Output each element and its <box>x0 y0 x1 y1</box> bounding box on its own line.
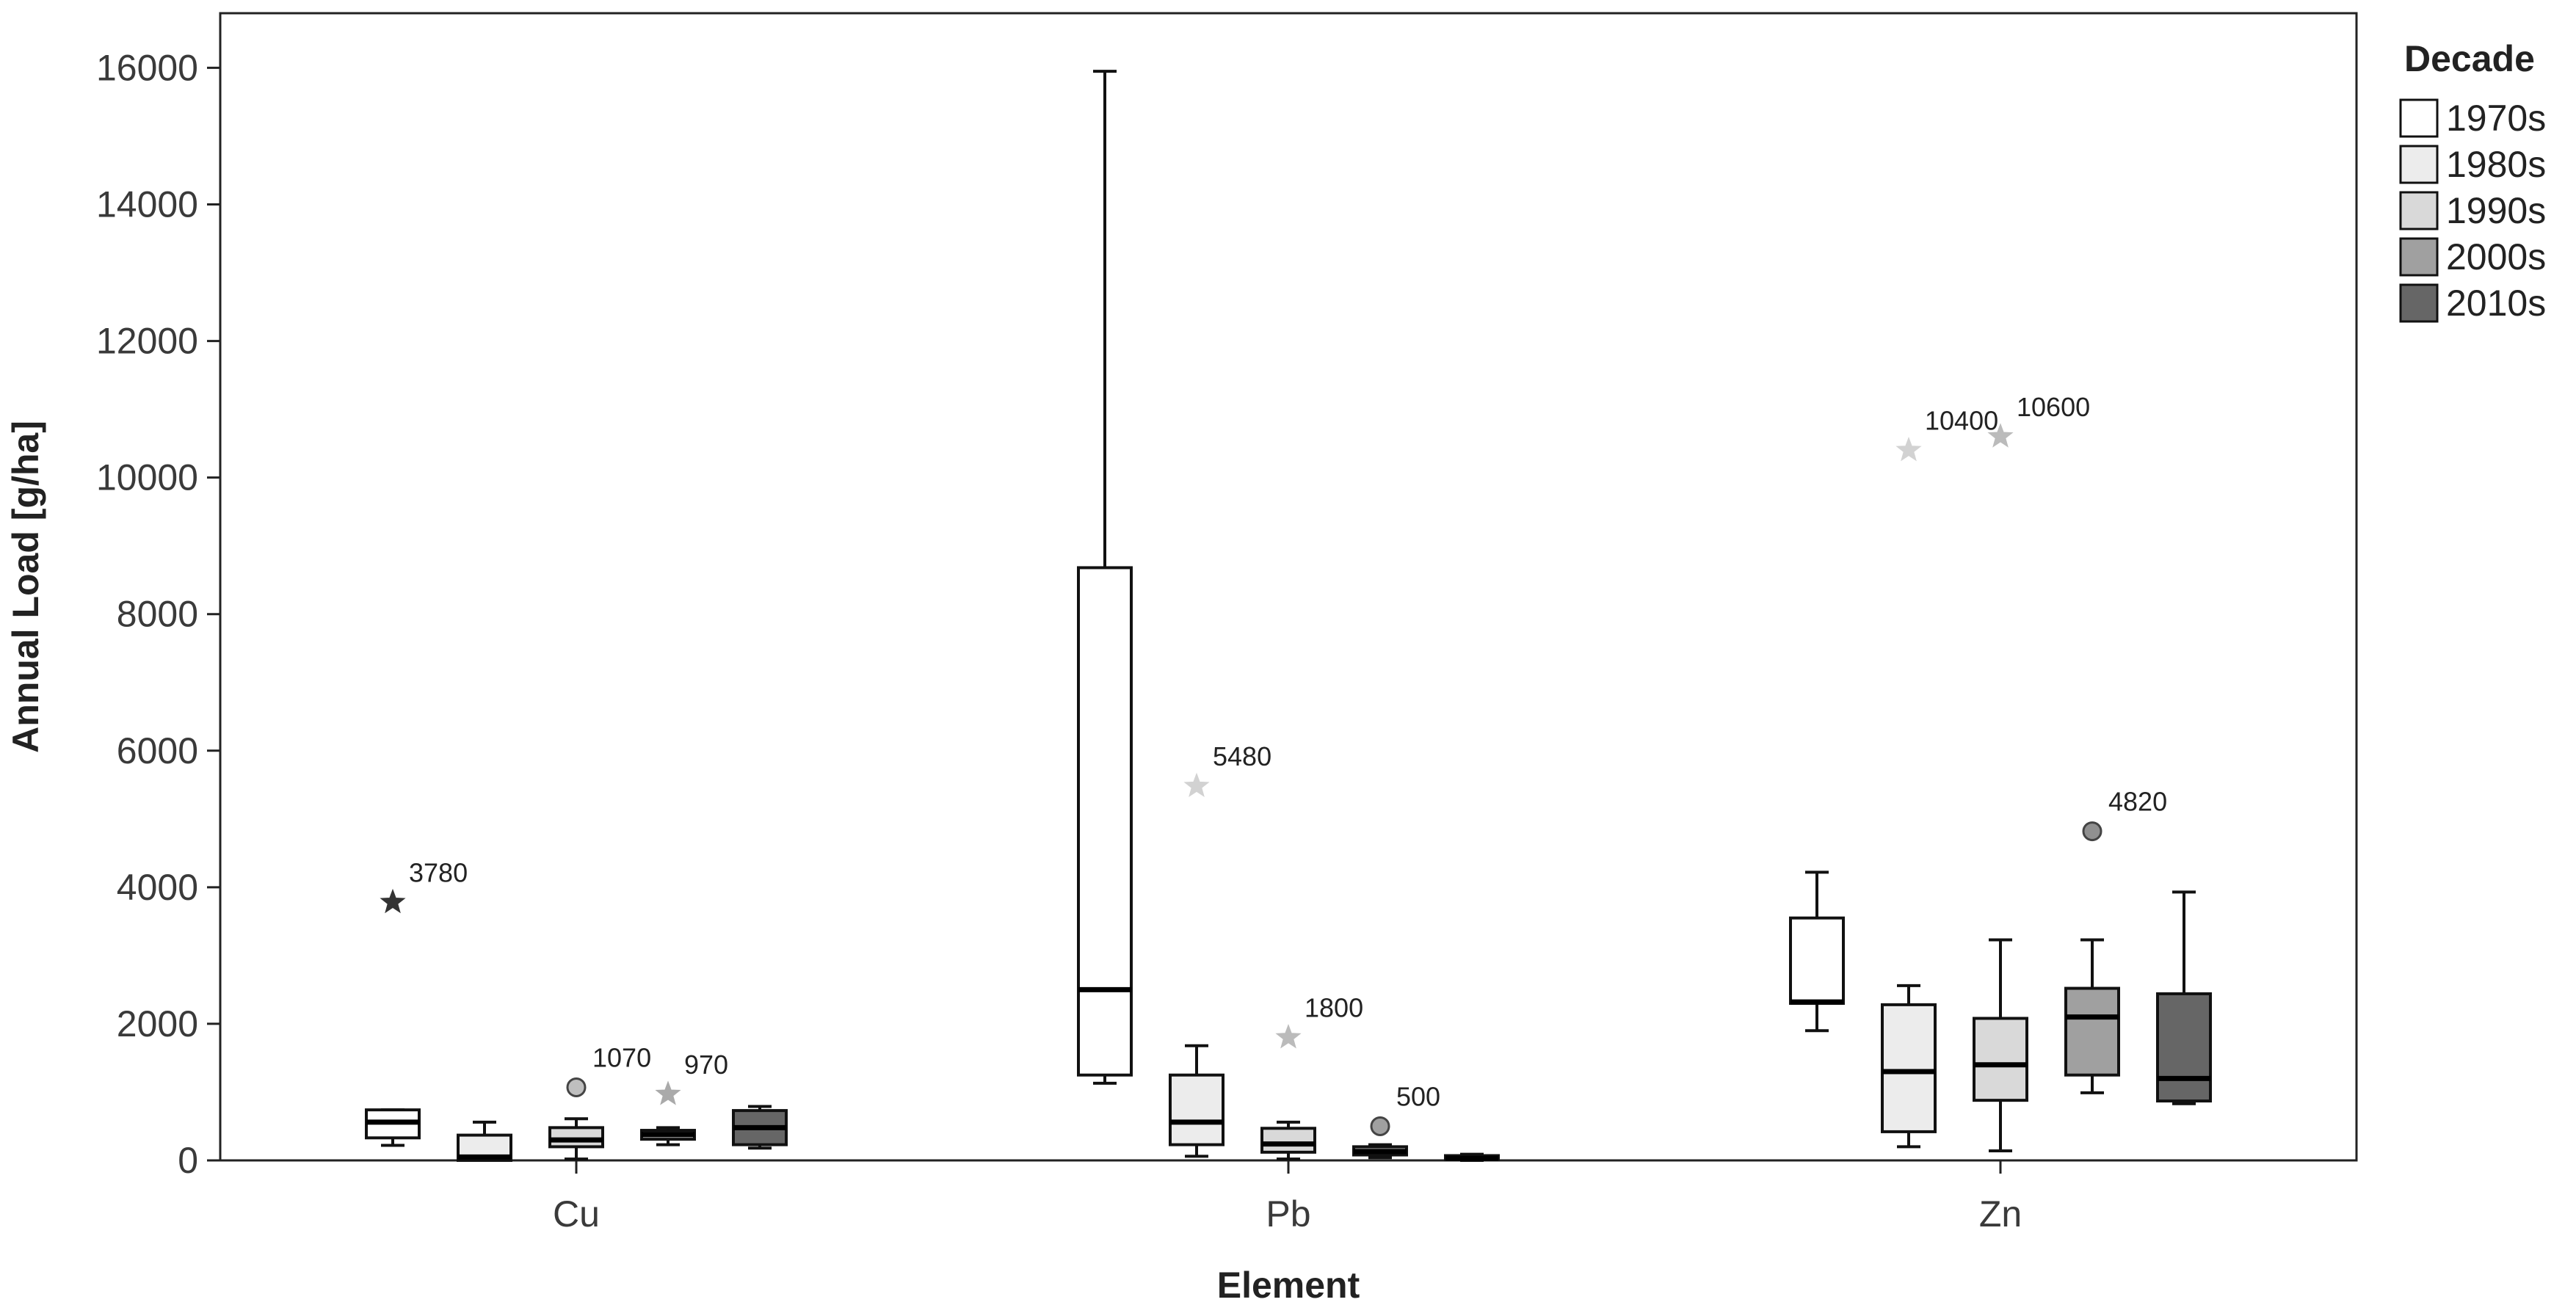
outlier-star <box>1275 1024 1302 1049</box>
x-tick-label: Cu <box>553 1193 600 1235</box>
legend-label: 2000s <box>2446 236 2546 277</box>
legend-swatch <box>2399 283 2439 323</box>
outlier-circle <box>2082 821 2102 842</box>
outlier-label: 10600 <box>2017 392 2090 422</box>
box-1980s-Zn <box>1881 1003 1937 1133</box>
y-axis-title: Annual Load [g/ha] <box>5 421 46 753</box>
outlier-star <box>1987 423 2014 448</box>
box-1970s-Zn <box>1789 916 1845 1006</box>
outlier-label: 4820 <box>2108 787 2167 817</box>
plot-frame <box>219 12 2358 1162</box>
x-tick-label: Zn <box>1979 1193 2022 1235</box>
outlier-circle <box>566 1077 587 1097</box>
legend-label: 2010s <box>2446 283 2546 324</box>
box-2010s-Zn <box>2156 992 2212 1103</box>
outlier-circle <box>1370 1116 1390 1136</box>
box-1990s-Cu <box>548 1126 604 1149</box>
y-tick-label: 6000 <box>117 730 198 771</box>
y-tick-label: 4000 <box>117 867 198 908</box>
legend-swatch <box>2399 191 2439 230</box>
legend-swatch <box>2399 98 2439 138</box>
box-1990s-Pb <box>1260 1127 1316 1154</box>
box-1990s-Zn <box>1973 1017 2028 1102</box>
outlier-label: 1070 <box>592 1042 651 1072</box>
legend-label: 1970s <box>2446 98 2546 139</box>
x-axis-title: Element <box>1217 1265 1360 1306</box>
outlier-star <box>380 888 406 914</box>
legend-label: 1980s <box>2446 144 2546 185</box>
box-2000s-Zn <box>2064 986 2120 1077</box>
y-tick-label: 12000 <box>96 321 198 362</box>
y-tick-label: 8000 <box>117 594 198 635</box>
y-tick-label: 10000 <box>96 457 198 498</box>
outlier-star <box>655 1080 681 1105</box>
outlier-label: 1800 <box>1305 993 1363 1023</box>
x-tick-label: Pb <box>1266 1193 1310 1235</box>
y-tick-label: 16000 <box>96 47 198 88</box>
outlier-label: 10400 <box>1925 405 1998 435</box>
legend-swatch <box>2399 145 2439 184</box>
y-tick-label: 2000 <box>117 1003 198 1044</box>
outlier-label: 970 <box>684 1050 728 1080</box>
legend-label: 1990s <box>2446 190 2546 231</box>
legend-swatch <box>2399 237 2439 277</box>
outlier-star <box>1895 436 1922 462</box>
box-1980s-Pb <box>1169 1073 1224 1146</box>
y-tick-label: 14000 <box>96 184 198 225</box>
outlier-star <box>1183 772 1210 798</box>
outlier-label: 500 <box>1396 1081 1440 1111</box>
box-1970s-Pb <box>1077 566 1133 1077</box>
outlier-label: 3780 <box>409 857 468 887</box>
y-tick-label: 0 <box>178 1140 198 1181</box>
legend-title: Decade <box>2404 38 2535 79</box>
outlier-label: 5480 <box>1213 741 1271 771</box>
